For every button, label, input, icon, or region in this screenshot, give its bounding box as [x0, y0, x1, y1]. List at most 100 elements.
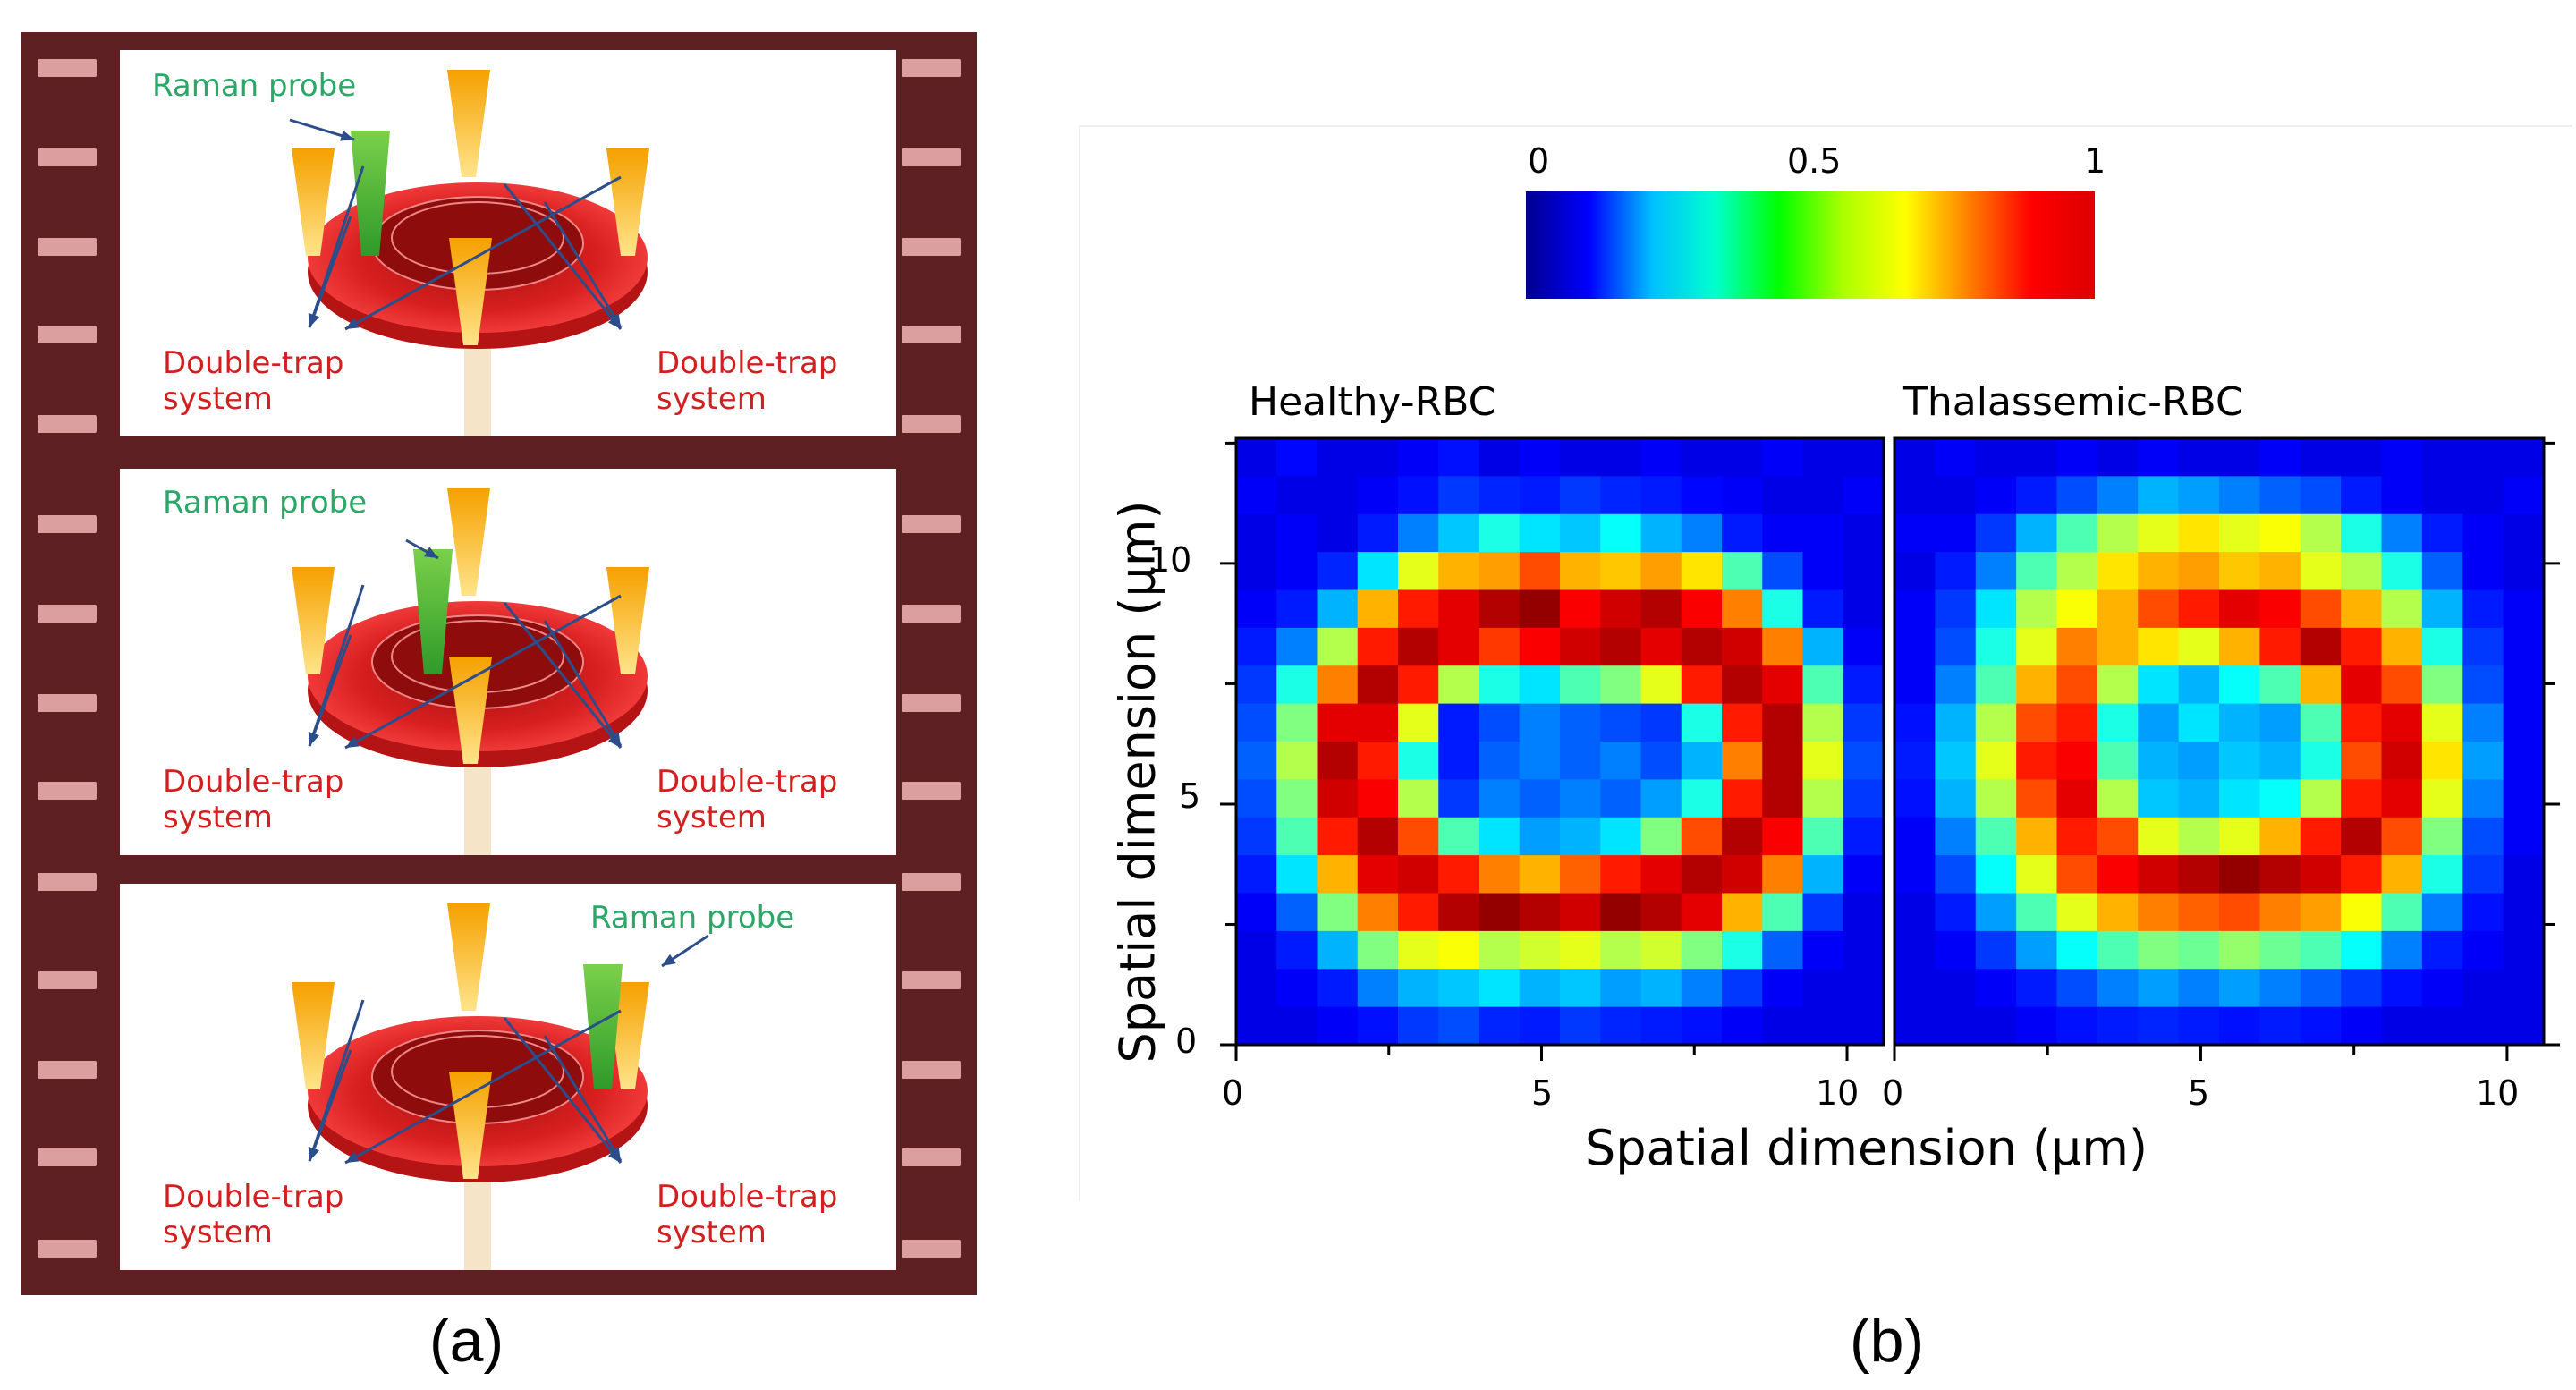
heatmap-cell [1236, 627, 1277, 666]
heatmap-cell [1843, 742, 1885, 780]
heatmap-cell [2259, 627, 2301, 666]
heatmap-cell [1317, 438, 1359, 477]
heatmap-cell [1722, 817, 1763, 856]
heatmap-cell [2178, 665, 2220, 705]
heatmap-cell [1843, 779, 1885, 818]
heatmap-cell [2462, 930, 2504, 970]
heatmap-cell [1935, 742, 1977, 780]
heatmap-cell [1600, 779, 1642, 818]
heatmap-cell [1479, 552, 1521, 591]
heatmap-cell [1276, 779, 1318, 818]
heatmap-cell [1600, 969, 1642, 1008]
heatmap-cell [2056, 627, 2098, 666]
heatmap-cell [1600, 1006, 1642, 1046]
heatmap-cell [2300, 513, 2342, 553]
heatmap-cell [1519, 552, 1561, 591]
transmitted-beam [464, 764, 491, 855]
heatmap-cell [1479, 513, 1521, 553]
heatmap-cell [1894, 779, 1936, 818]
heatmap-cell [1681, 513, 1723, 553]
heatmap-cell [1236, 589, 1277, 629]
panel-b-caption: (b) [1850, 1307, 1925, 1375]
heatmap-cell [1479, 742, 1521, 780]
heatmap-cell [1438, 1006, 1480, 1046]
pointer-arrowhead [345, 736, 360, 748]
heatmap-cell [1317, 665, 1359, 705]
heatmap-cell [2056, 1006, 2098, 1046]
colorbar-tick-1: 1 [2084, 141, 2106, 181]
heatmap-cell [1894, 742, 1936, 780]
heatmap-cell [2341, 703, 2383, 742]
heatmap-cell [2056, 703, 2098, 742]
heatmap-cell [2259, 742, 2301, 780]
heatmap-cell [1762, 969, 1804, 1008]
heatmap-cell [2016, 969, 2058, 1008]
heatmap-cell [1722, 627, 1763, 666]
heatmap-cell [2138, 817, 2180, 856]
heatmap-cell [2421, 930, 2463, 970]
heatmap-cell [1276, 1006, 1318, 1046]
heatmap-cell [1236, 930, 1277, 970]
heatmap-cell [2381, 779, 2423, 818]
heatmap-cell [1640, 817, 1682, 856]
heatmap-cell [1479, 627, 1521, 666]
heatmap-cell [2259, 438, 2301, 477]
heatmap-cell [2381, 969, 2423, 1008]
heatmap-cell [2056, 930, 2098, 970]
heatmap-cell [1276, 627, 1318, 666]
heatmap-cell [1843, 969, 1885, 1008]
heatmap-cell [1438, 552, 1480, 591]
heatmap-cell [1236, 438, 1277, 477]
pointer-arrow [308, 634, 352, 747]
heatmap-cell [2503, 627, 2545, 666]
heatmap-cell [2421, 893, 2463, 932]
heatmap-cell [2178, 438, 2220, 477]
heatmap-cell [2503, 855, 2545, 894]
heatmap-cell [2300, 552, 2342, 591]
heatmap-cell [1600, 893, 1642, 932]
heatmap-cell [2138, 476, 2180, 515]
heatmap-cell [2341, 589, 2383, 629]
heatmap-cell [1762, 627, 1804, 666]
film-hole [902, 605, 961, 623]
heatmap-cell [2016, 665, 2058, 705]
heatmap-cell [1398, 703, 1439, 742]
heatmap-cell [2219, 476, 2260, 515]
heatmap-cell [2381, 476, 2423, 515]
heatmap-cell [2421, 438, 2463, 477]
film-hole [902, 782, 961, 800]
heatmap-cell [2503, 552, 2545, 591]
double-trap-right-label-2: system [657, 381, 767, 417]
heatmap-cell [1236, 552, 1277, 591]
heatmap-cell [1640, 627, 1682, 666]
heatmap-cell [1843, 703, 1885, 742]
heatmap-cell [1802, 552, 1844, 591]
heatmap-cell [1802, 969, 1844, 1008]
heatmap-cell [1894, 552, 1936, 591]
heatmap-cell [2503, 438, 2545, 477]
heatmap-cell [2097, 779, 2139, 818]
heatmap-cell [1935, 779, 1977, 818]
heatmap-cell [2381, 742, 2423, 780]
heatmap-cell [1398, 665, 1439, 705]
heatmap-cell [2016, 476, 2058, 515]
pointer-arrow [344, 594, 622, 750]
heatmap-cell [1722, 893, 1763, 932]
heatmap-cell [1236, 665, 1277, 705]
heatmap-cell [1681, 779, 1723, 818]
heatmap-cell [2462, 893, 2504, 932]
film-hole [38, 238, 97, 256]
heatmap-cell [2016, 893, 2058, 932]
heatmap-cell [1894, 513, 1936, 553]
heatmap-cell [2016, 855, 2058, 894]
heatmap-cell [1276, 742, 1318, 780]
heatmap-cell [1236, 817, 1277, 856]
heatmap-cell [1357, 779, 1399, 818]
y-tick-0: 0 [1175, 1021, 1198, 1061]
raman-probe-beam [351, 131, 390, 256]
heatmap-cell [1357, 513, 1399, 553]
film-hole [902, 415, 961, 433]
heatmap-cell [2462, 817, 2504, 856]
heatmap-cell [2381, 627, 2423, 666]
heatmap-cell [2219, 627, 2260, 666]
